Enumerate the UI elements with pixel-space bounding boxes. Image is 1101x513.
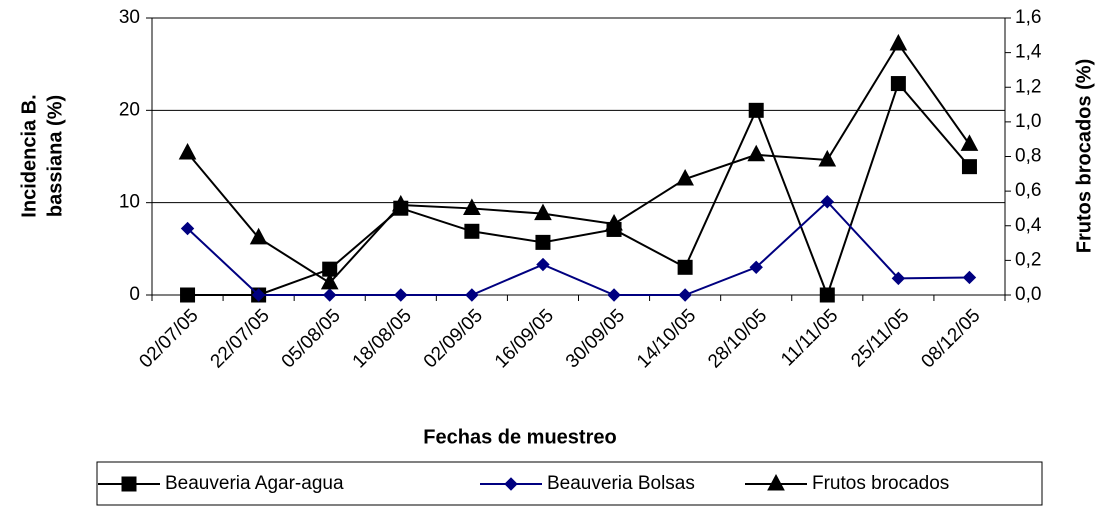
marker: [251, 288, 266, 302]
x-tick-label: 22/07/05: [207, 305, 274, 372]
marker: [767, 473, 785, 491]
y-axis-title: Incidencia B.: [18, 94, 40, 217]
marker: [323, 288, 337, 302]
x-tick-label: 28/10/05: [704, 305, 771, 372]
series-line: [186, 42, 971, 285]
y-tick-label: 0: [129, 284, 140, 305]
marker: [534, 203, 552, 221]
marker: [960, 134, 979, 151]
marker: [465, 288, 479, 302]
x-tick-label: 05/08/05: [278, 305, 345, 372]
series-line: [186, 200, 970, 296]
y-tick-label: 30: [119, 7, 140, 28]
y2-tick-label: 0,8: [1015, 146, 1041, 167]
marker: [820, 195, 834, 209]
x-tick-label: 25/11/05: [847, 305, 913, 371]
marker: [180, 221, 195, 236]
marker: [463, 198, 481, 215]
legend-label: Frutos brocados: [812, 473, 949, 494]
marker: [678, 288, 692, 302]
marker: [961, 159, 977, 175]
marker: [180, 287, 196, 303]
y2-tick-label: 0,4: [1015, 215, 1042, 236]
series-line: [187, 81, 971, 298]
marker: [676, 168, 694, 186]
y-tick-label: 10: [119, 192, 140, 213]
y2-tick-label: 0,6: [1015, 180, 1041, 201]
legend-box: [96, 461, 1043, 506]
y2-tick-label: 0,2: [1015, 249, 1041, 270]
y2-tick-label: 1,2: [1015, 76, 1041, 97]
marker: [249, 227, 268, 245]
marker: [607, 288, 621, 302]
marker: [677, 259, 693, 275]
marker: [320, 272, 339, 290]
marker: [749, 260, 763, 275]
marker: [818, 149, 837, 167]
marker: [394, 288, 408, 302]
y-tick-label: 20: [119, 99, 140, 120]
x-tick-label: 16/09/05: [491, 305, 558, 372]
marker: [962, 270, 977, 285]
marker: [819, 287, 835, 303]
x-tick-label: 02/09/05: [420, 305, 487, 372]
y2-tick-label: 1,6: [1015, 7, 1041, 28]
y2-tick-label: 1,0: [1015, 111, 1041, 132]
marker: [391, 194, 410, 212]
y2-tick-label: 1,4: [1015, 42, 1042, 63]
legend-label: Beauveria Agar-agua: [165, 473, 344, 494]
x-tick-label: 30/09/05: [562, 305, 629, 372]
marker: [464, 223, 480, 239]
x-tick-label: 08/12/05: [917, 305, 984, 372]
x-tick-label: 14/10/05: [633, 305, 700, 372]
x-tick-label: 18/08/05: [349, 305, 416, 372]
y2-axis-title: Frutos brocados (%): [1073, 59, 1095, 253]
x-tick-label: 02/07/05: [135, 305, 202, 372]
marker: [889, 33, 908, 51]
x-tick-label: 11/11/05: [777, 305, 842, 370]
marker: [747, 144, 766, 162]
marker: [536, 257, 550, 272]
legend-label: Beauveria Bolsas: [547, 473, 695, 494]
marker: [121, 476, 137, 492]
marker: [748, 102, 764, 118]
marker: [178, 142, 197, 160]
marker: [891, 271, 906, 286]
y-axis-title: bassiana (%): [44, 95, 66, 217]
marker: [504, 477, 518, 491]
y2-tick-label: 0,0: [1015, 284, 1041, 305]
marker: [535, 234, 551, 250]
marker: [605, 213, 623, 231]
x-axis-title: Fechas de muestreo: [423, 426, 616, 448]
marker: [890, 76, 906, 92]
